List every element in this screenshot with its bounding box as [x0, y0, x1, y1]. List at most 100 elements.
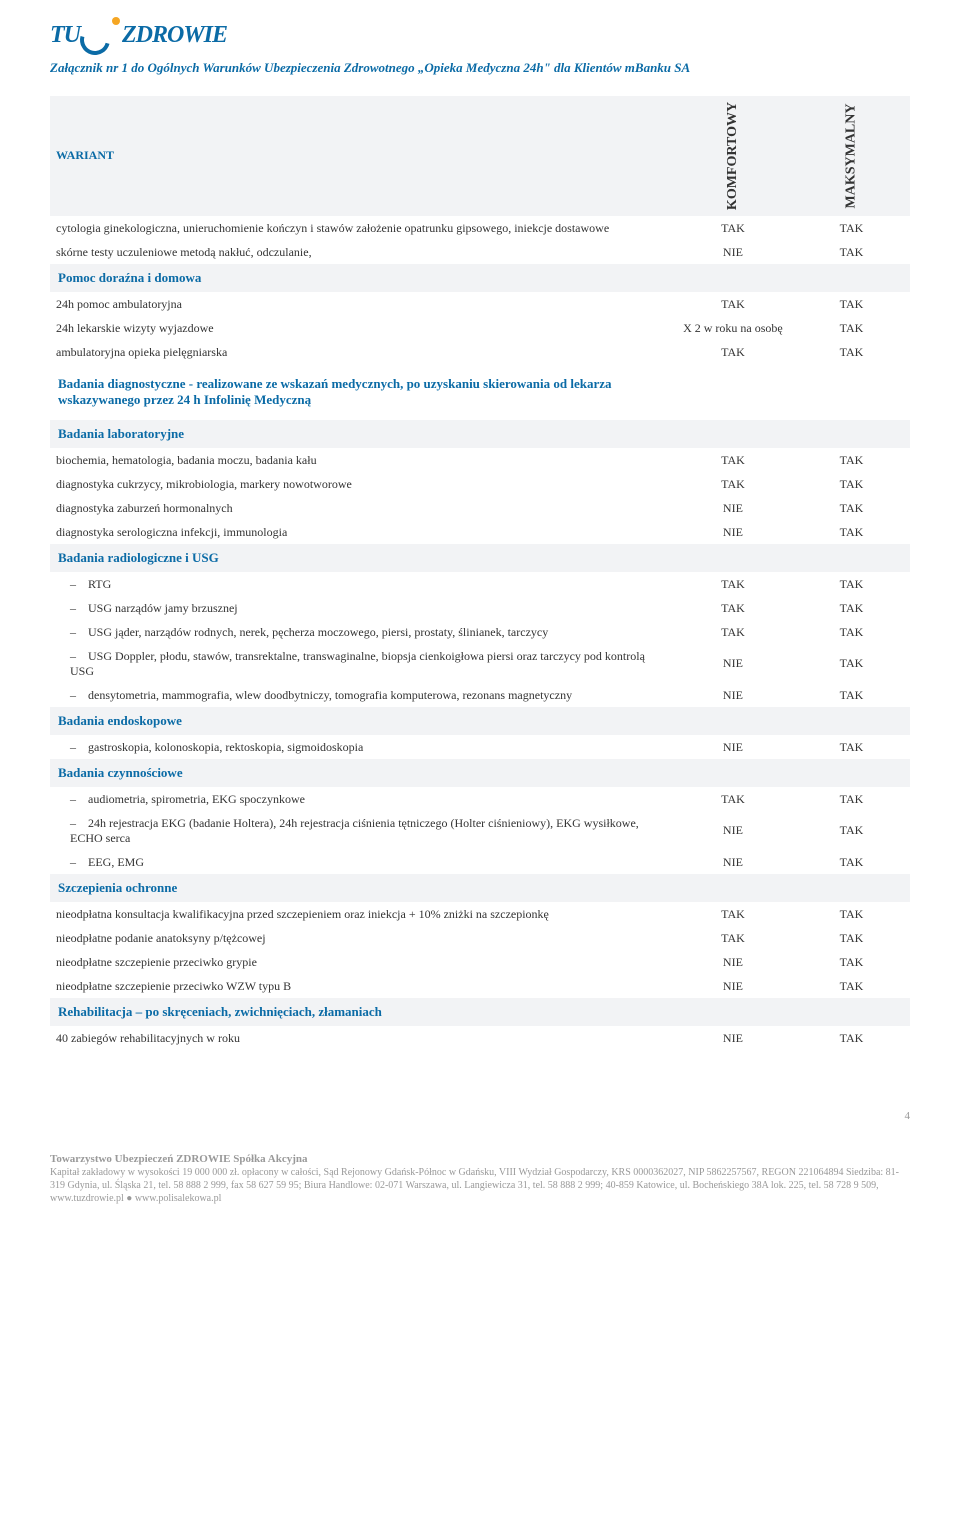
section-header-label: Badania diagnostyczne - realizowane ze w…	[50, 364, 673, 420]
row-label: skórne testy uczuleniowe metodą nakłuć, …	[50, 240, 673, 264]
row-value-komfortowy: TAK	[673, 292, 793, 316]
header-subtitle: Załącznik nr 1 do Ogólnych Warunków Ubez…	[50, 60, 910, 76]
table-row: audiometria, spirometria, EKG spoczynkow…	[50, 787, 910, 811]
row-value-komfortowy: TAK	[673, 787, 793, 811]
row-value-komfortowy: X 2 w roku na osobę	[673, 316, 793, 340]
section-header-label: Szczepienia ochronne	[50, 874, 673, 903]
section-header-label: Badania radiologiczne i USG	[50, 544, 673, 573]
logo-swoosh-icon	[75, 20, 116, 61]
row-value-komfortowy: NIE	[673, 950, 793, 974]
row-value-maksymalny: TAK	[793, 974, 910, 998]
logo: TU ZDROWIE	[50, 20, 910, 50]
table-row: cytologia ginekologiczna, unieruchomieni…	[50, 216, 910, 240]
table-row: nieodpłatne szczepienie przeciwko WZW ty…	[50, 974, 910, 998]
row-value-maksymalny: TAK	[793, 787, 910, 811]
row-value-maksymalny: TAK	[793, 644, 910, 683]
row-label: nieodpłatne szczepienie przeciwko grypie	[50, 950, 673, 974]
table-row: 24h lekarskie wizyty wyjazdoweX 2 w roku…	[50, 316, 910, 340]
table-row: 24h rejestracja EKG (badanie Holtera), 2…	[50, 811, 910, 850]
row-label: diagnostyka serologiczna infekcji, immun…	[50, 520, 673, 544]
row-label: nieodpłatne podanie anatoksyny p/tężcowe…	[50, 926, 673, 950]
row-value-komfortowy: TAK	[673, 340, 793, 364]
row-value-maksymalny: TAK	[793, 926, 910, 950]
row-value-maksymalny: TAK	[793, 216, 910, 240]
column-maksymalny: MAKSYMALNY	[793, 96, 910, 216]
footer: Towarzystwo Ubezpieczeń ZDROWIE Spółka A…	[50, 1152, 910, 1205]
row-value-maksymalny: TAK	[793, 496, 910, 520]
document-page: TU ZDROWIE Załącznik nr 1 do Ogólnych Wa…	[0, 0, 960, 1235]
row-value-maksymalny: TAK	[793, 1026, 910, 1050]
row-value-komfortowy: NIE	[673, 644, 793, 683]
row-value-komfortowy: NIE	[673, 1026, 793, 1050]
row-value-komfortowy: NIE	[673, 811, 793, 850]
row-label: diagnostyka cukrzycy, mikrobiologia, mar…	[50, 472, 673, 496]
row-label: gastroskopia, kolonoskopia, rektoskopia,…	[50, 735, 673, 759]
row-value-komfortowy: NIE	[673, 520, 793, 544]
logo-text-left: TU	[50, 22, 80, 49]
row-value-komfortowy: NIE	[673, 735, 793, 759]
section-header-row: Badania czynnościowe	[50, 759, 910, 788]
table-row: USG jąder, narządów rodnych, nerek, pęch…	[50, 620, 910, 644]
row-label: RTG	[50, 572, 673, 596]
row-value-maksymalny: TAK	[793, 596, 910, 620]
row-value-komfortowy: TAK	[673, 926, 793, 950]
row-value-maksymalny: TAK	[793, 811, 910, 850]
table-row: EEG, EMGNIETAK	[50, 850, 910, 874]
row-value-komfortowy: TAK	[673, 572, 793, 596]
section-header-label: Badania laboratoryjne	[50, 420, 673, 449]
row-label: 40 zabiegów rehabilitacyjnych w roku	[50, 1026, 673, 1050]
row-label: EEG, EMG	[50, 850, 673, 874]
table-row: biochemia, hematologia, badania moczu, b…	[50, 448, 910, 472]
table-row: diagnostyka serologiczna infekcji, immun…	[50, 520, 910, 544]
row-label: nieodpłatna konsultacja kwalifikacyjna p…	[50, 902, 673, 926]
logo-dot-icon	[112, 17, 120, 25]
row-label: ambulatoryjna opieka pielęgniarska	[50, 340, 673, 364]
row-label: nieodpłatne szczepienie przeciwko WZW ty…	[50, 974, 673, 998]
row-value-maksymalny: TAK	[793, 950, 910, 974]
column-maksymalny-label: MAKSYMALNY	[844, 103, 860, 208]
row-label: 24h pomoc ambulatoryjna	[50, 292, 673, 316]
row-value-komfortowy: NIE	[673, 240, 793, 264]
logo-text-right: ZDROWIE	[122, 22, 227, 49]
row-value-komfortowy: NIE	[673, 974, 793, 998]
row-value-maksymalny: TAK	[793, 902, 910, 926]
row-value-komfortowy: NIE	[673, 683, 793, 707]
table-row: nieodpłatne podanie anatoksyny p/tężcowe…	[50, 926, 910, 950]
section-header-label: Rehabilitacja – po skręceniach, zwichnię…	[50, 998, 673, 1027]
table-row: RTGTAKTAK	[50, 572, 910, 596]
column-komfortowy: KOMFORTOWY	[673, 96, 793, 216]
column-komfortowy-label: KOMFORTOWY	[725, 102, 741, 210]
row-label: audiometria, spirometria, EKG spoczynkow…	[50, 787, 673, 811]
row-label: USG narządów jamy brzusznej	[50, 596, 673, 620]
row-value-komfortowy: TAK	[673, 472, 793, 496]
row-value-maksymalny: TAK	[793, 735, 910, 759]
table-header-row: WARIANT KOMFORTOWY MAKSYMALNY	[50, 96, 910, 216]
row-value-maksymalny: TAK	[793, 292, 910, 316]
footer-body: Kapitał zakładowy w wysokości 19 000 000…	[50, 1166, 910, 1205]
row-label: densytometria, mammografia, wlew doodbyt…	[50, 683, 673, 707]
table-row: USG Doppler, płodu, stawów, transrektaln…	[50, 644, 910, 683]
table-row: 40 zabiegów rehabilitacyjnych w rokuNIET…	[50, 1026, 910, 1050]
row-label: USG jąder, narządów rodnych, nerek, pęch…	[50, 620, 673, 644]
section-header-row: Rehabilitacja – po skręceniach, zwichnię…	[50, 998, 910, 1027]
coverage-table: WARIANT KOMFORTOWY MAKSYMALNY cytologia …	[50, 96, 910, 1050]
row-value-maksymalny: TAK	[793, 520, 910, 544]
row-label: diagnostyka zaburzeń hormonalnych	[50, 496, 673, 520]
row-value-maksymalny: TAK	[793, 572, 910, 596]
section-header-row: Badania endoskopowe	[50, 707, 910, 736]
page-number: 4	[50, 1110, 910, 1122]
section-header-row: Pomoc doraźna i domowa	[50, 264, 910, 293]
table-row: diagnostyka zaburzeń hormonalnychNIETAK	[50, 496, 910, 520]
row-value-maksymalny: TAK	[793, 448, 910, 472]
section-header-row: Szczepienia ochronne	[50, 874, 910, 903]
table-row: 24h pomoc ambulatoryjnaTAKTAK	[50, 292, 910, 316]
table-row: nieodpłatna konsultacja kwalifikacyjna p…	[50, 902, 910, 926]
row-value-maksymalny: TAK	[793, 850, 910, 874]
table-row: diagnostyka cukrzycy, mikrobiologia, mar…	[50, 472, 910, 496]
table-row: skórne testy uczuleniowe metodą nakłuć, …	[50, 240, 910, 264]
table-row: USG narządów jamy brzusznejTAKTAK	[50, 596, 910, 620]
table-row: densytometria, mammografia, wlew doodbyt…	[50, 683, 910, 707]
section-header-label: Pomoc doraźna i domowa	[50, 264, 673, 293]
section-header-row: Badania diagnostyczne - realizowane ze w…	[50, 364, 910, 420]
row-value-maksymalny: TAK	[793, 683, 910, 707]
